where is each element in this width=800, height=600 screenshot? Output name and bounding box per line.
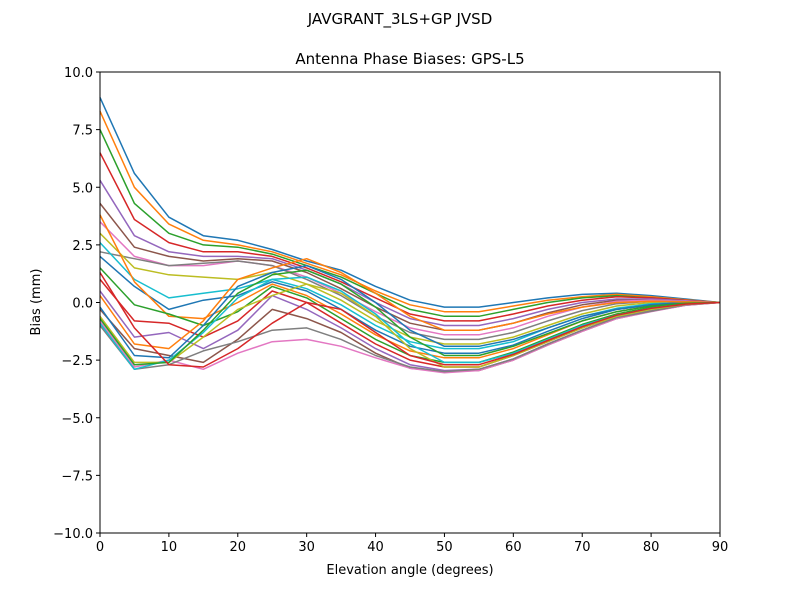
series-line-1 bbox=[99, 97, 721, 308]
series-line-8 bbox=[99, 251, 721, 341]
y-tick-label: 7.5 bbox=[72, 124, 93, 139]
series-lines bbox=[99, 97, 721, 374]
series-line-19 bbox=[99, 283, 721, 368]
y-tick-label: 2.5 bbox=[72, 239, 93, 254]
series-line-7 bbox=[99, 221, 721, 336]
y-tick-label: −7.5 bbox=[61, 469, 93, 484]
series-line-3 bbox=[99, 129, 721, 318]
y-axis-label: Bias (mm) bbox=[29, 269, 44, 336]
series-line-21 bbox=[99, 264, 720, 359]
x-tick-label: 0 bbox=[96, 540, 104, 555]
x-tick-label: 90 bbox=[712, 540, 729, 555]
series-line-23 bbox=[99, 269, 721, 366]
series-line-22 bbox=[99, 257, 721, 350]
series-line-5 bbox=[99, 179, 721, 327]
x-axis-label: Elevation angle (degrees) bbox=[326, 563, 493, 578]
series-line-4 bbox=[99, 152, 721, 322]
x-axis-ticks: 0 10 20 30 40 50 60 70 80 90 bbox=[96, 533, 728, 555]
x-tick-label: 50 bbox=[436, 540, 453, 555]
y-tick-label: 0.0 bbox=[72, 297, 93, 312]
x-tick-label: 70 bbox=[574, 540, 591, 555]
y-tick-label: 10.0 bbox=[64, 66, 93, 81]
chart-title: Antenna Phase Biases: GPS-L5 bbox=[295, 50, 524, 68]
x-tick-label: 60 bbox=[505, 540, 522, 555]
x-tick-label: 10 bbox=[161, 540, 178, 555]
y-tick-label: −10.0 bbox=[53, 527, 93, 542]
x-tick-label: 40 bbox=[367, 540, 384, 555]
series-line-2 bbox=[99, 110, 721, 313]
chart-suptitle: JAVGRANT_3LS+GP JVSD bbox=[307, 10, 493, 29]
y-tick-label: −2.5 bbox=[61, 354, 93, 369]
series-line-17 bbox=[99, 301, 721, 374]
y-tick-label: 5.0 bbox=[72, 181, 93, 196]
series-line-6 bbox=[99, 202, 721, 331]
series-line-24 bbox=[99, 272, 721, 368]
series-line-10 bbox=[99, 242, 720, 350]
x-tick-label: 30 bbox=[298, 540, 315, 555]
series-line-18 bbox=[99, 301, 721, 373]
y-tick-label: −5.0 bbox=[61, 412, 93, 427]
y-axis-ticks: −10.0 −7.5 −5.0 −2.5 0.0 2.5 5.0 7.5 10.0 bbox=[53, 66, 100, 542]
x-tick-label: 20 bbox=[230, 540, 247, 555]
x-tick-label: 80 bbox=[643, 540, 660, 555]
